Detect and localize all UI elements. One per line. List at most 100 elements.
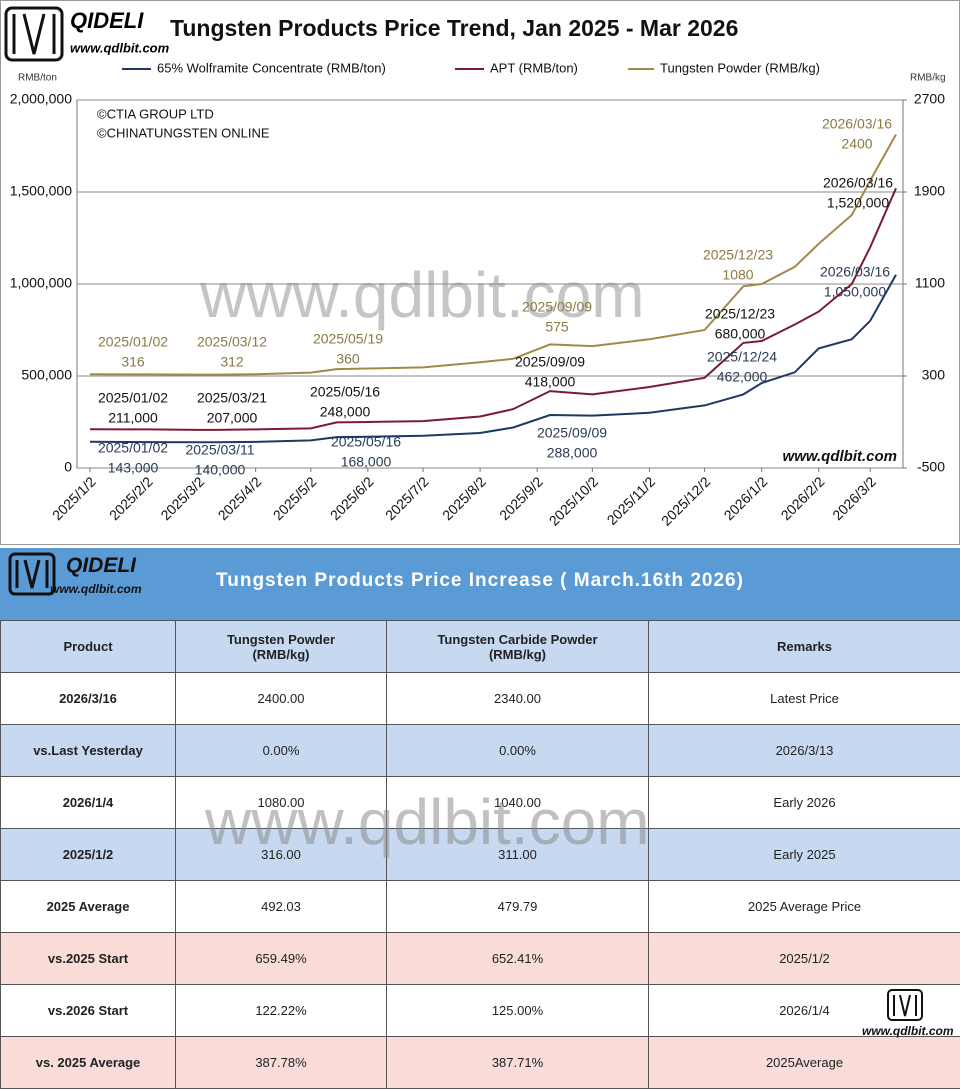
y-axis-label: RMB/ton — [18, 73, 57, 84]
logo-icon — [887, 989, 923, 1021]
table-cell: 659.49% — [175, 932, 387, 985]
y-tick-label: 500,000 — [21, 367, 72, 383]
watermark: www.qdlbit.com — [205, 786, 650, 858]
table-cell: 2025Average — [648, 1036, 960, 1089]
table-cell: 125.00% — [386, 984, 649, 1037]
table-cell: 387.78% — [175, 1036, 387, 1089]
table-cell: 122.22% — [175, 984, 387, 1037]
chart-border — [0, 0, 960, 545]
annotation-value: 418,000 — [525, 374, 576, 390]
header-row: Product Tungsten Powder (RMB/kg) Tungsten … — [0, 620, 960, 673]
y2-tick-label: -500 — [917, 459, 945, 475]
column-header: Remarks — [648, 620, 960, 673]
logo-icon — [8, 552, 56, 596]
table-row: vs. 2025 Average 387.78% 387.71% 2025Averag… — [0, 1036, 960, 1089]
table-cell: 2025 Average Price — [648, 880, 960, 933]
table-cell: vs.2026 Start — [0, 984, 176, 1037]
table-cell: 2025/1/2 — [648, 932, 960, 985]
brand-name: QIDELI — [70, 8, 144, 33]
table-cell: 2025/1/2 — [0, 828, 176, 881]
annotation-value: 1080 — [722, 267, 753, 283]
brand-url: www.qdlbit.com — [70, 40, 170, 55]
table-cell: 2026/1/4 — [0, 776, 176, 829]
annotation-value: 575 — [545, 319, 569, 335]
y2-axis-label: RMB/kg — [910, 73, 946, 84]
table-cell: 0.00% — [386, 724, 649, 777]
annotation-date: 2025/01/02 — [98, 440, 168, 456]
annotation-value: 312 — [220, 354, 244, 370]
table-cell: 0.00% — [175, 724, 387, 777]
annotation-value: 248,000 — [320, 404, 371, 420]
table-cell: 316.00 — [175, 828, 387, 881]
chart-title: Tungsten Products Price Trend, Jan 2025 … — [170, 15, 738, 41]
brand-url: www.qdlbit.com — [50, 582, 142, 596]
annotation-value: 207,000 — [207, 410, 258, 426]
annotation-date: 2025/09/09 — [515, 354, 585, 370]
y2-tick-label: 300 — [922, 367, 946, 383]
legend-label: APT (RMB/ton) — [490, 60, 578, 75]
annotation-date: 2025/01/02 — [98, 390, 168, 406]
table-cell: vs. 2025 Average — [0, 1036, 176, 1089]
table-cell: 2026/3/16 — [0, 672, 176, 725]
annotation-value: 140,000 — [195, 462, 246, 478]
table-cell: 2400.00 — [175, 672, 387, 725]
annotation-date: 2025/03/11 — [185, 442, 254, 458]
annotation-date: 2025/01/02 — [98, 334, 168, 350]
annotation-date: 2025/05/16 — [310, 384, 380, 400]
legend-label: Tungsten Powder (RMB/kg) — [660, 60, 820, 75]
annotation-date: 2025/05/16 — [331, 434, 401, 450]
table-cell: 479.79 — [386, 880, 649, 933]
annotation-value: 288,000 — [547, 445, 598, 461]
annotation-date: 2025/12/24 — [707, 349, 777, 365]
y-tick-label: 1,000,000 — [10, 275, 72, 291]
table-cell: vs.Last Yesterday — [0, 724, 176, 777]
credit: ©CHINATUNGSTEN ONLINE — [97, 125, 270, 140]
logo-icon — [4, 6, 64, 62]
series-line — [89, 187, 897, 431]
annotation-value: 360 — [336, 351, 360, 367]
table-cell: Early 2025 — [648, 828, 960, 881]
table-cell: 1080.00 — [175, 776, 387, 829]
table-cell: 387.71% — [386, 1036, 649, 1089]
table-row: 2026/1/4 1080.00 1040.00 Early 2026 — [0, 776, 960, 829]
table-row: 2025 Average 492.03 479.79 2025 Average Pri… — [0, 880, 960, 933]
annotation-date: 2025/12/23 — [705, 306, 775, 322]
table-cell: Latest Price — [648, 672, 960, 725]
table-row: vs.2025 Start 659.49% 652.41% 2025/1/2 — [0, 932, 960, 985]
table-header: QIDELI www.qdlbit.com Tungsten Products … — [0, 548, 960, 620]
brand-name: QIDELI — [66, 554, 137, 577]
annotation-date: 2025/05/19 — [313, 331, 383, 347]
table-row: vs.2026 Start 122.22% 125.00% 2026/1/4 — [0, 984, 960, 1037]
annotation-value: 462,000 — [717, 369, 768, 385]
column-header: Tungsten Carbide Powder (RMB/kg) — [386, 620, 649, 673]
table-cell: 2026/1/4 — [648, 984, 960, 1037]
brand-url: www.qdlbit.com — [862, 1024, 954, 1038]
annotation-value: 1,050,000 — [824, 284, 886, 300]
table-cell: 652.41% — [386, 932, 649, 985]
legend-label: 65% Wolframite Concentrate (RMB/ton) — [157, 60, 386, 75]
table-title: Tungsten Products Price Increase ( March… — [216, 570, 744, 591]
credit: ©CTIA GROUP LTD — [97, 106, 214, 121]
y-tick-label: 0 — [64, 459, 72, 475]
table-cell: 2340.00 — [386, 672, 649, 725]
annotation-date: 2026/03/16 — [822, 116, 892, 132]
series-line — [89, 134, 897, 376]
table-cell: 2025 Average — [0, 880, 176, 933]
annotation-value: 316 — [121, 354, 145, 370]
price-table: Product Tungsten Powder (RMB/kg) Tungsten … — [0, 620, 960, 1089]
annotation-value: 1,520,000 — [827, 195, 889, 211]
annotation-value: 143,000 — [108, 460, 159, 476]
y2-tick-label: 2700 — [914, 91, 945, 107]
column-header: Product — [0, 620, 176, 673]
annotation-value: 211,000 — [108, 410, 158, 426]
annotation-date: 2025/12/23 — [703, 247, 773, 263]
table-cell: 492.03 — [175, 880, 387, 933]
annotation-date: 2025/09/09 — [522, 299, 592, 315]
column-header: Tungsten Powder (RMB/kg) — [175, 620, 387, 673]
table-cell: vs.2025 Start — [0, 932, 176, 985]
annotation-date: 2025/09/09 — [537, 425, 607, 441]
annotation-value: 168,000 — [341, 454, 392, 470]
table-cell: 311.00 — [386, 828, 649, 881]
y2-tick-label: 1900 — [914, 183, 945, 199]
